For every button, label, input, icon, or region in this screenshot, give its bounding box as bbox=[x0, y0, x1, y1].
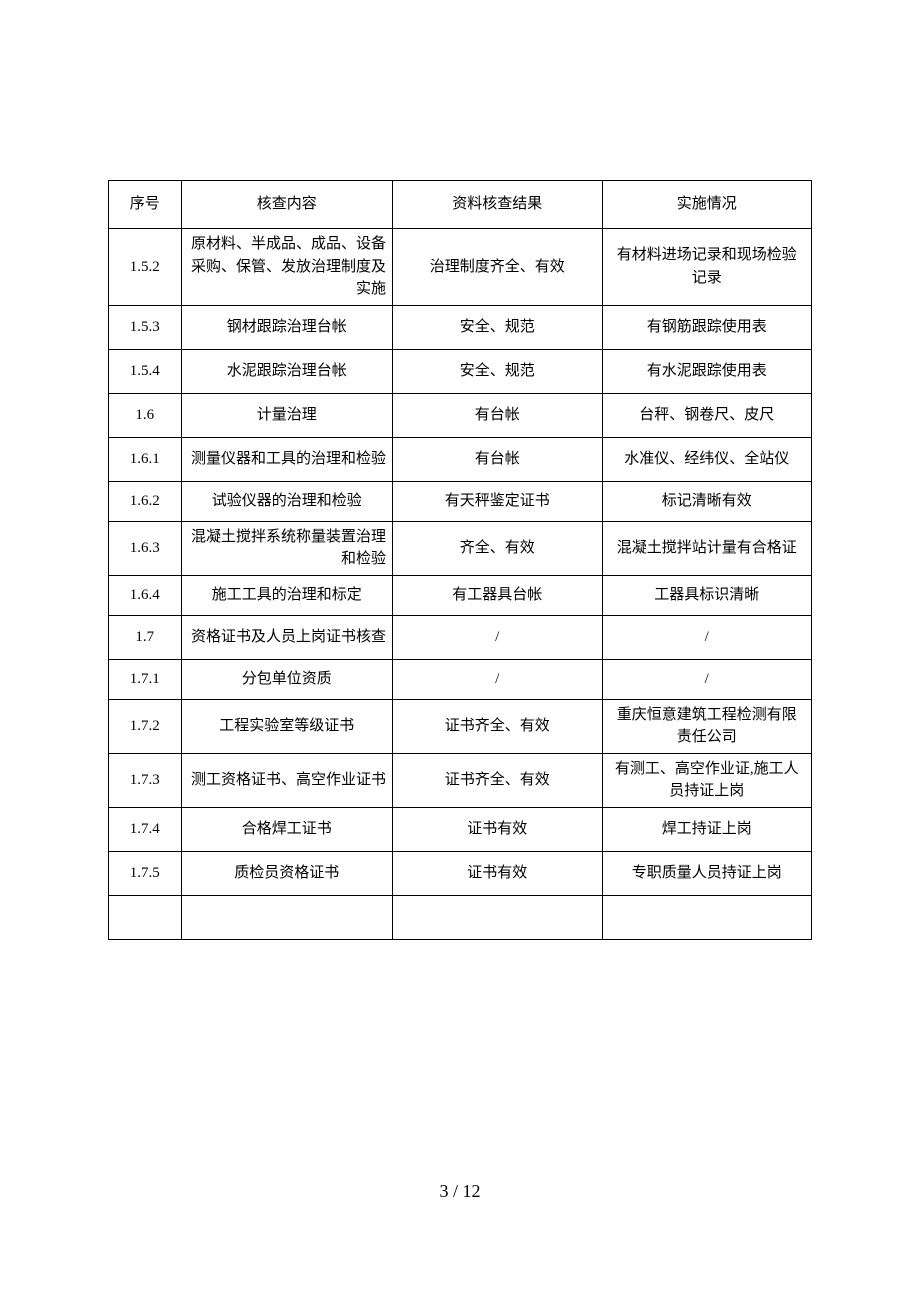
table-row: 1.6.3混凝土搅拌系统称量装置治理和检验齐全、有效混凝土搅拌站计量有合格证 bbox=[109, 521, 812, 575]
table-row: 1.5.4水泥跟踪治理台帐安全、规范有水泥跟踪使用表 bbox=[109, 349, 812, 393]
cell-empty bbox=[393, 895, 602, 939]
cell-status: 有材料进场记录和现场检验记录 bbox=[602, 229, 812, 306]
cell-content: 钢材跟踪治理台帐 bbox=[181, 305, 393, 349]
cell-num: 1.5.2 bbox=[109, 229, 182, 306]
cell-result: 证书有效 bbox=[393, 851, 602, 895]
table-row: 1.7.2工程实验室等级证书证书齐全、有效重庆恒意建筑工程检测有限责任公司 bbox=[109, 699, 812, 753]
header-result: 资料核查结果 bbox=[393, 181, 602, 229]
page-content: 序号 核查内容 资料核查结果 实施情况 1.5.2原材料、半成品、成品、设备采购… bbox=[0, 0, 920, 940]
cell-num: 1.7.3 bbox=[109, 753, 182, 807]
cell-num: 1.7.4 bbox=[109, 807, 182, 851]
cell-result: 有工器具台帐 bbox=[393, 575, 602, 615]
cell-num: 1.7 bbox=[109, 615, 182, 659]
cell-result: 安全、规范 bbox=[393, 305, 602, 349]
cell-status: 工器具标识清晰 bbox=[602, 575, 812, 615]
cell-num: 1.6.4 bbox=[109, 575, 182, 615]
cell-content: 资格证书及人员上岗证书核查 bbox=[181, 615, 393, 659]
table-row: 1.7资格证书及人员上岗证书核查// bbox=[109, 615, 812, 659]
cell-result: 有天秤鉴定证书 bbox=[393, 481, 602, 521]
cell-status: 水准仪、经纬仪、全站仪 bbox=[602, 437, 812, 481]
table-row: 1.6.2试验仪器的治理和检验有天秤鉴定证书标记清晰有效 bbox=[109, 481, 812, 521]
cell-num: 1.6.2 bbox=[109, 481, 182, 521]
cell-num: 1.6.3 bbox=[109, 521, 182, 575]
table-row: 1.5.2原材料、半成品、成品、设备采购、保管、发放治理制度及实施治理制度齐全、… bbox=[109, 229, 812, 306]
table-row: 1.7.3测工资格证书、高空作业证书证书齐全、有效有测工、高空作业证,施工人员持… bbox=[109, 753, 812, 807]
cell-result: 齐全、有效 bbox=[393, 521, 602, 575]
cell-content: 测工资格证书、高空作业证书 bbox=[181, 753, 393, 807]
cell-result: 治理制度齐全、有效 bbox=[393, 229, 602, 306]
cell-status: 混凝土搅拌站计量有合格证 bbox=[602, 521, 812, 575]
cell-empty bbox=[181, 895, 393, 939]
cell-num: 1.7.5 bbox=[109, 851, 182, 895]
cell-num: 1.5.3 bbox=[109, 305, 182, 349]
header-num: 序号 bbox=[109, 181, 182, 229]
cell-status: 重庆恒意建筑工程检测有限责任公司 bbox=[602, 699, 812, 753]
cell-status: 专职质量人员持证上岗 bbox=[602, 851, 812, 895]
cell-status: / bbox=[602, 615, 812, 659]
table-row: 1.7.1分包单位资质// bbox=[109, 659, 812, 699]
cell-empty bbox=[602, 895, 812, 939]
cell-content: 施工工具的治理和标定 bbox=[181, 575, 393, 615]
table-row: 1.7.5质检员资格证书证书有效专职质量人员持证上岗 bbox=[109, 851, 812, 895]
cell-status: 焊工持证上岗 bbox=[602, 807, 812, 851]
cell-status: / bbox=[602, 659, 812, 699]
cell-result: / bbox=[393, 659, 602, 699]
cell-num: 1.7.2 bbox=[109, 699, 182, 753]
cell-result: 证书有效 bbox=[393, 807, 602, 851]
cell-status: 标记清晰有效 bbox=[602, 481, 812, 521]
cell-result: / bbox=[393, 615, 602, 659]
cell-result: 证书齐全、有效 bbox=[393, 699, 602, 753]
table-row: 1.6.1测量仪器和工具的治理和检验有台帐水准仪、经纬仪、全站仪 bbox=[109, 437, 812, 481]
cell-num: 1.5.4 bbox=[109, 349, 182, 393]
cell-content: 分包单位资质 bbox=[181, 659, 393, 699]
cell-num: 1.6 bbox=[109, 393, 182, 437]
cell-content: 合格焊工证书 bbox=[181, 807, 393, 851]
table-row-empty bbox=[109, 895, 812, 939]
cell-content: 混凝土搅拌系统称量装置治理和检验 bbox=[181, 521, 393, 575]
cell-status: 台秤、钢卷尺、皮尺 bbox=[602, 393, 812, 437]
cell-content: 原材料、半成品、成品、设备采购、保管、发放治理制度及实施 bbox=[181, 229, 393, 306]
inspection-table: 序号 核查内容 资料核查结果 实施情况 1.5.2原材料、半成品、成品、设备采购… bbox=[108, 180, 812, 940]
cell-num: 1.6.1 bbox=[109, 437, 182, 481]
table-row: 1.6.4施工工具的治理和标定有工器具台帐工器具标识清晰 bbox=[109, 575, 812, 615]
cell-status: 有水泥跟踪使用表 bbox=[602, 349, 812, 393]
cell-content: 工程实验室等级证书 bbox=[181, 699, 393, 753]
header-content: 核查内容 bbox=[181, 181, 393, 229]
cell-empty bbox=[109, 895, 182, 939]
cell-content: 测量仪器和工具的治理和检验 bbox=[181, 437, 393, 481]
cell-result: 有台帐 bbox=[393, 393, 602, 437]
table-row: 1.6计量治理有台帐台秤、钢卷尺、皮尺 bbox=[109, 393, 812, 437]
page-number: 3 / 12 bbox=[0, 1181, 920, 1202]
cell-content: 水泥跟踪治理台帐 bbox=[181, 349, 393, 393]
cell-content: 试验仪器的治理和检验 bbox=[181, 481, 393, 521]
table-header-row: 序号 核查内容 资料核查结果 实施情况 bbox=[109, 181, 812, 229]
header-status: 实施情况 bbox=[602, 181, 812, 229]
cell-result: 证书齐全、有效 bbox=[393, 753, 602, 807]
table-row: 1.5.3钢材跟踪治理台帐安全、规范有钢筋跟踪使用表 bbox=[109, 305, 812, 349]
cell-content: 计量治理 bbox=[181, 393, 393, 437]
cell-status: 有钢筋跟踪使用表 bbox=[602, 305, 812, 349]
cell-status: 有测工、高空作业证,施工人员持证上岗 bbox=[602, 753, 812, 807]
cell-result: 安全、规范 bbox=[393, 349, 602, 393]
cell-num: 1.7.1 bbox=[109, 659, 182, 699]
cell-result: 有台帐 bbox=[393, 437, 602, 481]
cell-content: 质检员资格证书 bbox=[181, 851, 393, 895]
table-row: 1.7.4合格焊工证书证书有效焊工持证上岗 bbox=[109, 807, 812, 851]
